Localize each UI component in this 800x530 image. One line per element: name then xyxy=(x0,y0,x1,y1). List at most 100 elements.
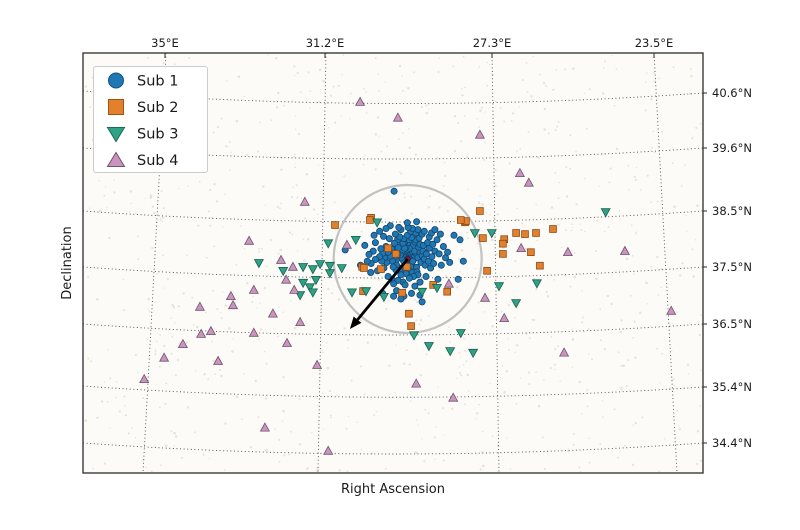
background-speckle xyxy=(509,468,512,470)
background-speckle xyxy=(630,224,633,227)
point-sub4 xyxy=(205,325,216,336)
background-speckle xyxy=(689,92,692,96)
background-speckle xyxy=(336,394,338,397)
background-speckle xyxy=(508,163,511,165)
background-speckle xyxy=(279,248,282,252)
background-speckle xyxy=(653,151,656,154)
background-speckle xyxy=(543,128,546,131)
background-speckle xyxy=(207,378,210,381)
background-speckle xyxy=(317,468,320,471)
background-speckle xyxy=(609,167,612,170)
background-speckle xyxy=(346,158,348,160)
background-speckle xyxy=(259,328,263,331)
background-speckle xyxy=(514,316,516,319)
background-speckle xyxy=(305,173,309,176)
background-speckle xyxy=(554,368,556,371)
background-speckle xyxy=(685,214,688,217)
point-sub1 xyxy=(433,236,441,244)
point-sub2 xyxy=(360,264,368,272)
background-speckle xyxy=(361,284,364,287)
background-speckle xyxy=(458,371,461,374)
background-speckle xyxy=(243,373,246,375)
background-speckle xyxy=(330,416,333,419)
background-speckle xyxy=(283,104,286,107)
point-sub4 xyxy=(312,359,323,369)
background-speckle xyxy=(579,223,581,225)
background-speckle xyxy=(598,185,601,187)
point-sub4 xyxy=(287,261,298,271)
point-sub3 xyxy=(324,261,335,272)
background-speckle xyxy=(698,333,701,337)
background-speckle xyxy=(343,327,346,330)
background-speckle xyxy=(185,341,188,344)
point-sub1 xyxy=(420,227,428,235)
background-speckle xyxy=(438,57,441,59)
background-speckle xyxy=(514,351,516,354)
point-sub4 xyxy=(196,328,207,338)
background-speckle xyxy=(646,282,649,285)
dec-tick-label-38.5: 38.5°N xyxy=(712,204,752,218)
background-speckle xyxy=(651,146,654,149)
background-speckle xyxy=(459,270,462,273)
background-speckle xyxy=(435,426,437,428)
background-speckle xyxy=(321,392,324,394)
background-speckle xyxy=(474,267,476,270)
background-speckle xyxy=(635,231,637,233)
background-speckle xyxy=(115,380,118,383)
background-speckle xyxy=(489,213,492,216)
background-speckle xyxy=(407,87,410,90)
background-speckle xyxy=(154,353,157,356)
background-speckle xyxy=(443,161,446,164)
background-speckle xyxy=(196,325,199,328)
background-speckle xyxy=(257,338,260,341)
background-speckle xyxy=(696,204,699,207)
background-speckle xyxy=(362,163,365,166)
background-speckle xyxy=(684,164,686,166)
background-speckle xyxy=(543,107,547,111)
background-speckle xyxy=(594,250,597,253)
background-speckle xyxy=(466,231,469,234)
point-sub1 xyxy=(367,268,375,276)
background-speckle xyxy=(424,408,427,411)
background-speckle xyxy=(579,380,582,383)
background-speckle xyxy=(293,155,296,158)
dec-tick-label-39.6: 39.6°N xyxy=(712,141,752,155)
background-speckle xyxy=(276,205,279,208)
background-speckle xyxy=(479,468,482,471)
background-speckle xyxy=(88,207,91,210)
background-speckle xyxy=(170,352,173,355)
background-speckle xyxy=(122,278,125,281)
background-speckle xyxy=(345,427,348,430)
background-speckle xyxy=(462,337,465,340)
background-speckle xyxy=(680,185,683,187)
background-speckle xyxy=(599,339,602,342)
background-speckle xyxy=(95,417,98,419)
point-sub4 xyxy=(448,392,459,402)
background-speckle xyxy=(262,185,265,188)
background-speckle xyxy=(256,307,258,309)
background-speckle xyxy=(205,311,207,314)
background-speckle xyxy=(129,190,133,193)
point-sub4 xyxy=(275,254,287,264)
point-sub3 xyxy=(417,287,428,298)
point-sub4 xyxy=(259,422,270,432)
background-speckle xyxy=(449,341,451,343)
background-speckle xyxy=(481,430,484,433)
background-speckle xyxy=(418,323,421,326)
background-speckle xyxy=(130,202,132,205)
background-speckle xyxy=(486,84,489,87)
background-speckle xyxy=(464,86,466,89)
background-speckle xyxy=(388,364,391,367)
background-speckle xyxy=(265,265,268,268)
point-sub3 xyxy=(445,347,456,357)
point-sub1 xyxy=(411,282,419,290)
background-speckle xyxy=(656,347,659,350)
background-speckle xyxy=(303,217,307,220)
background-speckle xyxy=(165,212,168,214)
background-speckle xyxy=(615,147,619,151)
background-speckle xyxy=(555,68,558,71)
background-speckle xyxy=(154,349,157,351)
background-speckle xyxy=(322,428,325,430)
background-speckle xyxy=(657,294,660,296)
background-speckle xyxy=(427,108,429,110)
